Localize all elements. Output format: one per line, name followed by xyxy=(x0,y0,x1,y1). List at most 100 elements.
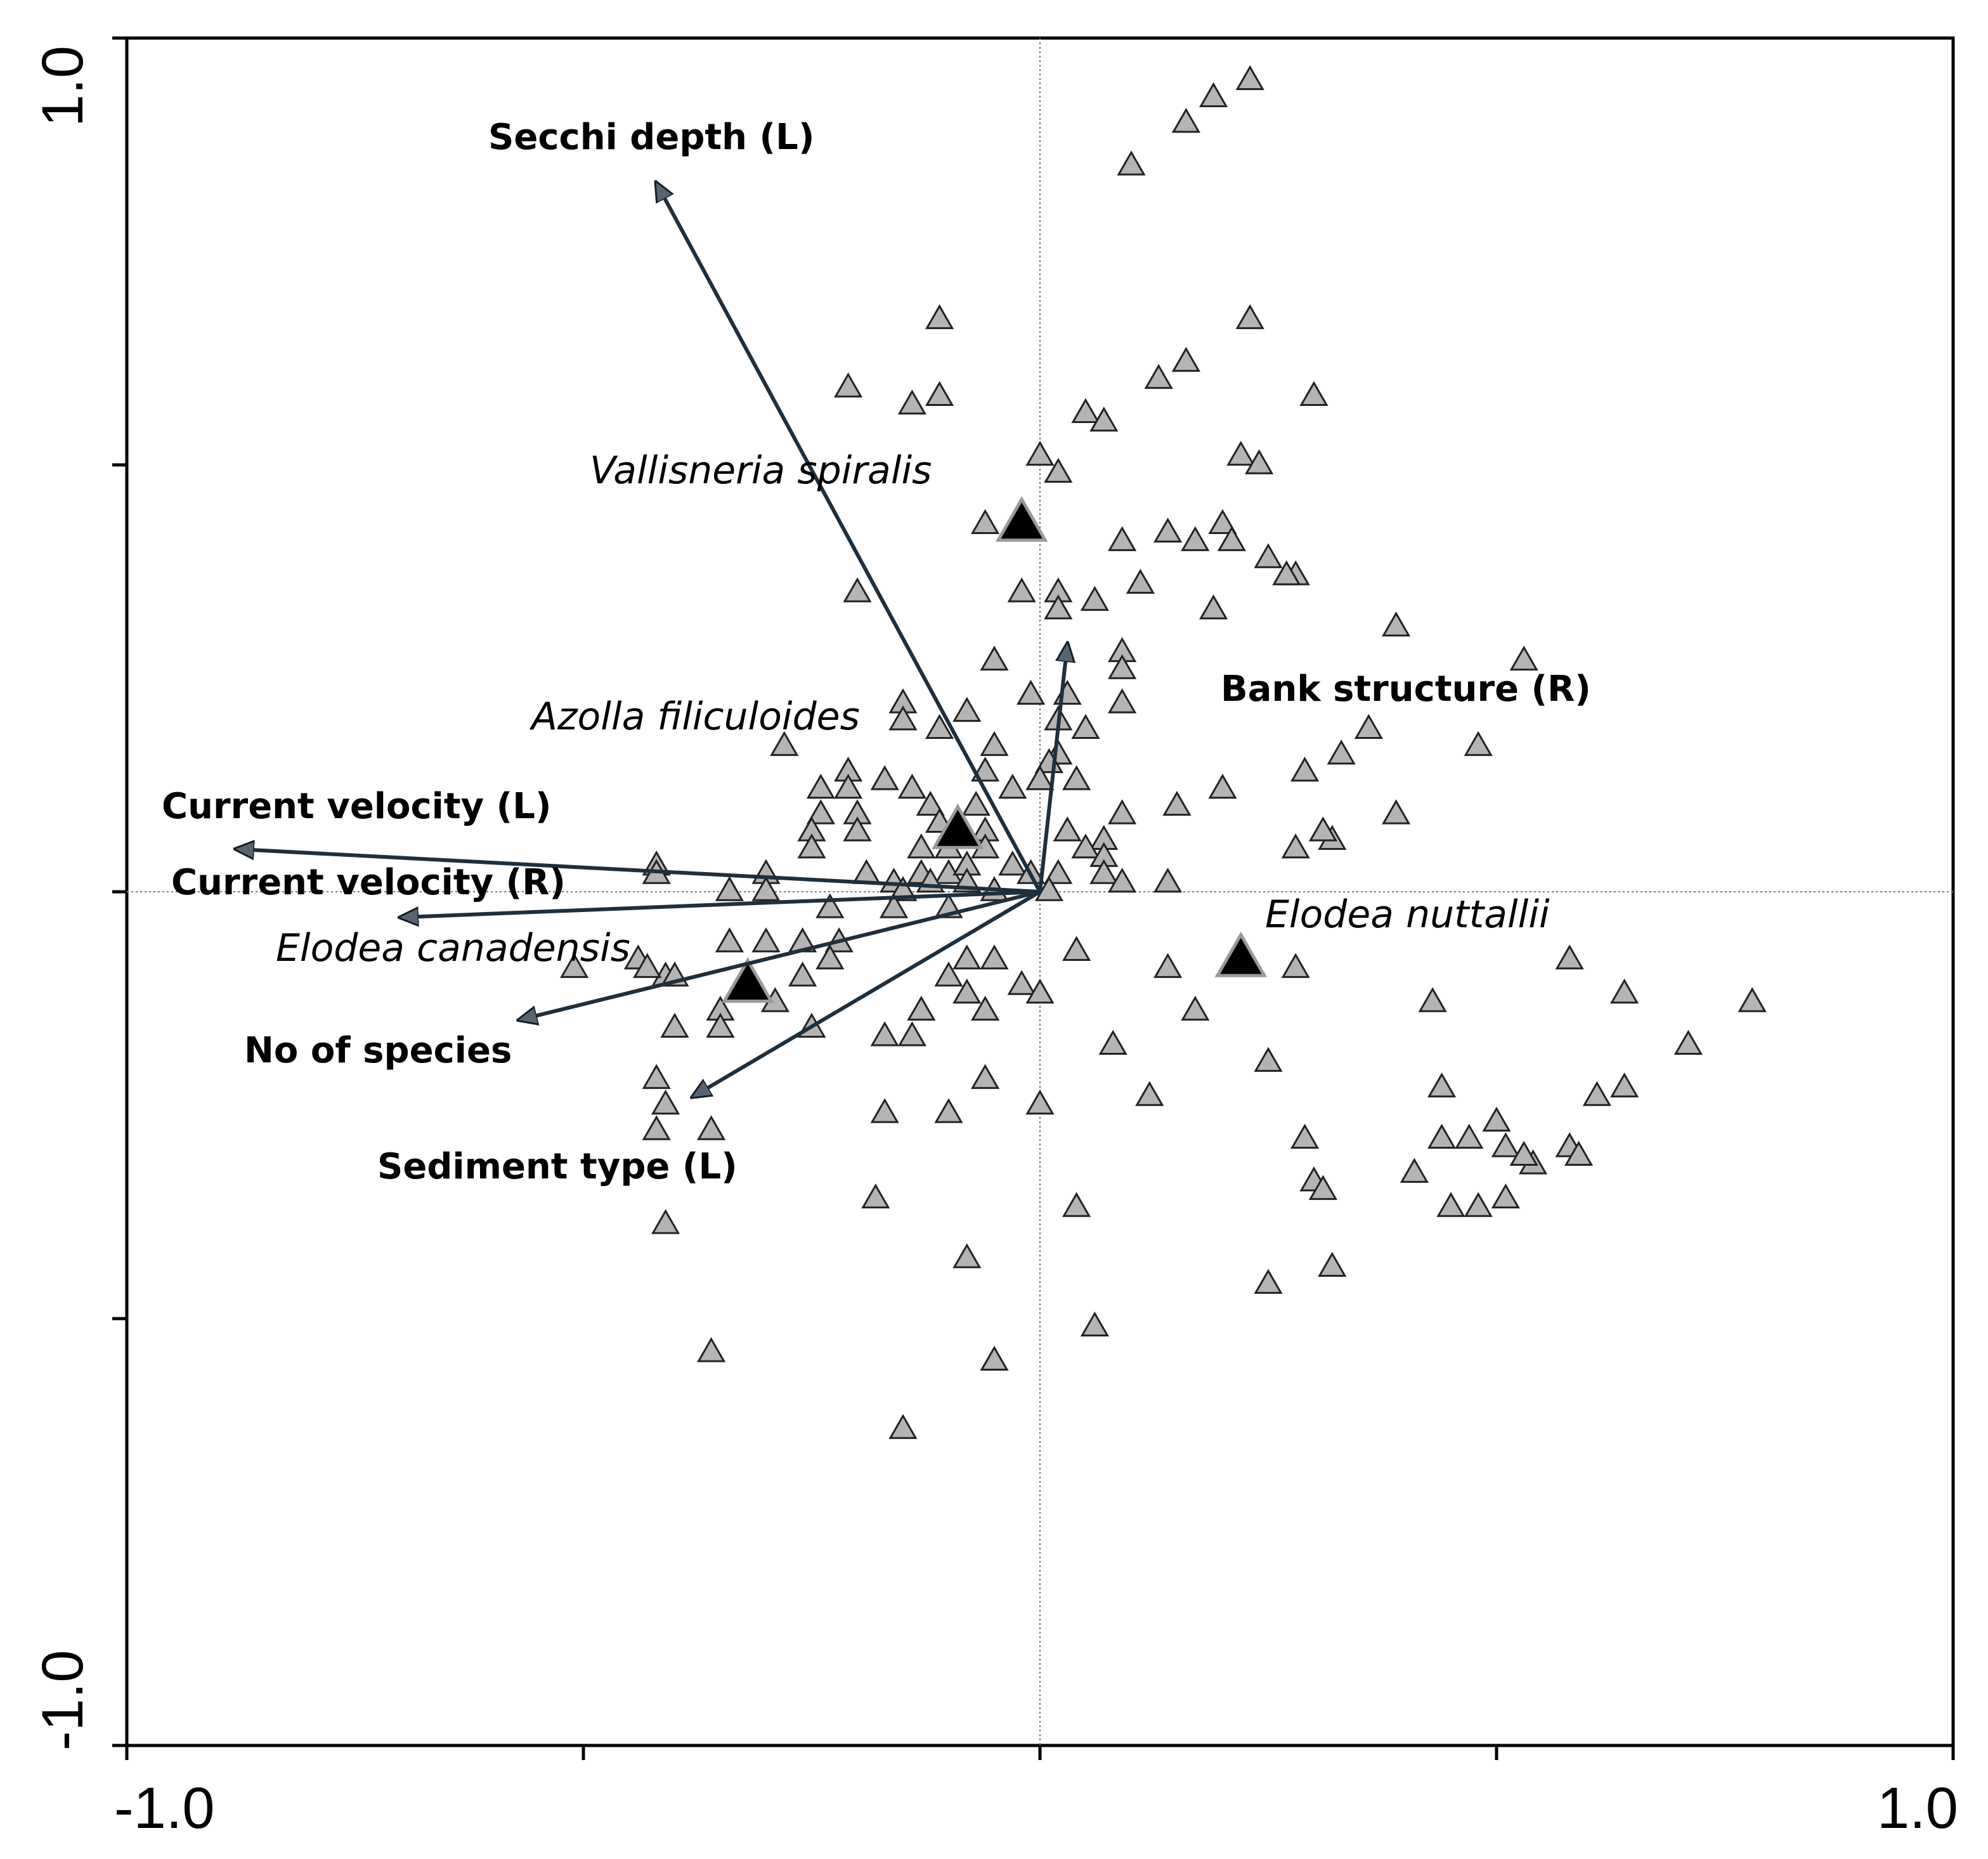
site-point xyxy=(1080,1311,1109,1337)
site-point xyxy=(861,1183,890,1209)
site-point xyxy=(998,773,1027,799)
site-point xyxy=(888,1414,918,1439)
site-point xyxy=(1564,1140,1594,1166)
env-label-no-of-species: No of species xyxy=(244,1030,512,1071)
site-point xyxy=(1153,518,1183,543)
site-point xyxy=(1025,440,1055,466)
site-point xyxy=(870,1021,899,1047)
env-label-secchi-depth: Secchi depth (L) xyxy=(488,117,814,158)
site-point xyxy=(1308,1175,1337,1200)
site-point xyxy=(1108,688,1137,714)
site-point xyxy=(880,893,909,918)
site-point xyxy=(1610,978,1639,1004)
site-point xyxy=(1418,987,1447,1012)
site-point xyxy=(1199,594,1228,620)
site-point xyxy=(834,773,863,799)
site-point xyxy=(1427,1072,1457,1098)
site-point xyxy=(697,1337,726,1362)
site-point xyxy=(934,962,963,987)
species-label-elodea-canadensis: Elodea canadensis xyxy=(276,926,630,970)
site-point xyxy=(633,953,662,978)
site-point xyxy=(1181,995,1210,1021)
site-point xyxy=(897,773,926,799)
site-point xyxy=(1071,833,1100,859)
site-point xyxy=(1062,765,1091,790)
arrow-secchi-depth-l xyxy=(656,183,1042,893)
site-point xyxy=(870,765,899,790)
site-point xyxy=(952,1243,982,1269)
site-point xyxy=(660,1012,689,1038)
site-point xyxy=(1400,1158,1429,1183)
site-point xyxy=(1044,859,1073,884)
site-point xyxy=(642,1064,671,1089)
site-point xyxy=(1427,1123,1457,1149)
x-axis-ticks xyxy=(125,1745,1955,1760)
site-point xyxy=(1318,1251,1347,1277)
site-point xyxy=(1673,1029,1703,1055)
site-point xyxy=(971,509,1000,534)
site-point xyxy=(888,876,918,901)
y-axis-ticks xyxy=(112,36,127,1747)
site-point xyxy=(843,577,872,603)
site-point xyxy=(952,696,982,722)
site-point xyxy=(1290,756,1320,782)
site-point xyxy=(1144,363,1173,389)
site-point xyxy=(1089,407,1119,432)
site-point xyxy=(1025,978,1055,1004)
site-point xyxy=(1053,816,1082,842)
site-point xyxy=(934,1098,963,1123)
site-point xyxy=(1044,457,1073,483)
site-point xyxy=(1108,867,1137,893)
site-point xyxy=(1153,867,1183,893)
y-tick-label-max: 1.0 xyxy=(30,46,95,127)
site-point xyxy=(1254,543,1283,568)
sites-layer xyxy=(560,65,1767,1439)
site-point xyxy=(998,851,1027,876)
environmental-arrows xyxy=(237,183,1067,1097)
site-point xyxy=(1044,594,1073,620)
site-point xyxy=(971,995,1000,1021)
site-point xyxy=(1436,1192,1465,1217)
site-point xyxy=(1254,1047,1283,1072)
site-point xyxy=(907,833,936,859)
site-point xyxy=(797,833,826,859)
site-point xyxy=(961,790,991,816)
site-point xyxy=(1354,714,1383,739)
site-point xyxy=(980,1345,1009,1371)
site-point xyxy=(1738,987,1767,1012)
site-point xyxy=(1235,65,1264,91)
site-point xyxy=(770,731,799,756)
site-point xyxy=(925,304,954,329)
site-point xyxy=(897,1021,926,1047)
site-point xyxy=(1382,611,1411,637)
site-point xyxy=(916,790,945,816)
species-label-elodea-nuttallii: Elodea nuttallii xyxy=(1265,892,1550,937)
site-point xyxy=(715,876,744,901)
site-point xyxy=(907,995,936,1021)
site-point xyxy=(1080,585,1109,611)
site-point xyxy=(1108,526,1137,551)
site-point xyxy=(697,1115,726,1140)
site-point xyxy=(1464,1192,1493,1217)
site-point xyxy=(1226,440,1256,466)
site-point xyxy=(1281,953,1310,978)
site-point xyxy=(1582,1081,1611,1106)
site-point xyxy=(1555,944,1584,970)
species-label-azolla-filiculoides: Azolla filiculoides xyxy=(529,695,860,739)
site-point xyxy=(1171,346,1200,372)
site-point xyxy=(715,927,744,953)
site-point xyxy=(843,816,872,842)
site-point xyxy=(1509,645,1538,671)
x-tick-label-min: -1.0 xyxy=(114,1776,215,1841)
env-label-sediment-type: Sediment type (L) xyxy=(377,1146,737,1187)
site-point xyxy=(1281,833,1310,859)
site-point xyxy=(925,381,954,407)
site-point xyxy=(1062,936,1091,961)
site-point xyxy=(1098,1029,1127,1055)
species-marker-vallisneria-spiralis xyxy=(995,496,1048,542)
site-point xyxy=(788,962,817,987)
site-point xyxy=(1235,304,1264,329)
arrow-current-velocity-r xyxy=(401,890,1041,917)
site-point xyxy=(1171,108,1200,133)
